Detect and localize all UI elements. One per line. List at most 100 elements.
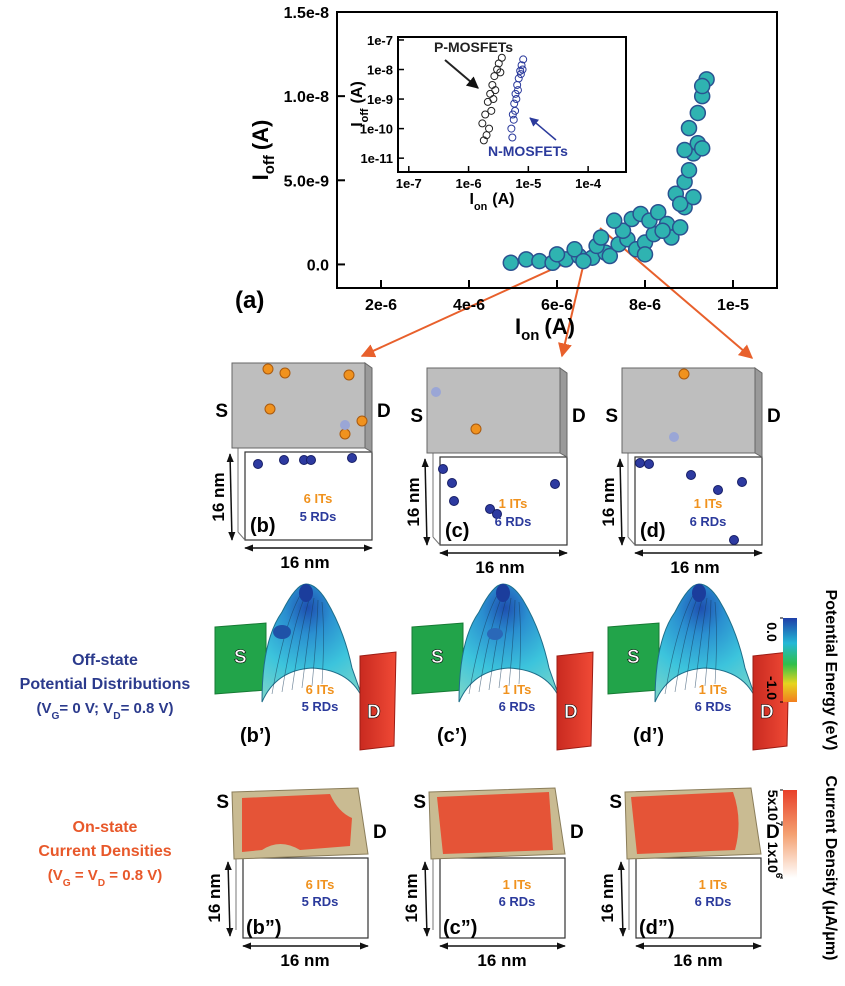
text-part: off xyxy=(261,154,278,174)
random-dopant xyxy=(448,479,457,488)
text-part: = 0.8 V) xyxy=(105,867,162,884)
size-label: 16 nm xyxy=(209,472,228,521)
colorbar-tick-label: 5x107 xyxy=(765,790,784,826)
inset-x-tick-label: 1e-4 xyxy=(575,176,602,191)
dimension-arrow xyxy=(620,459,622,545)
data-point xyxy=(682,163,697,178)
drain-label: D xyxy=(572,406,586,427)
its-count: 1 ITs xyxy=(699,877,728,892)
current-region xyxy=(437,792,553,854)
dimension-arrow xyxy=(230,454,232,540)
panel-label: (d’) xyxy=(633,725,664,747)
text-part: 5x10 xyxy=(765,790,781,821)
random-dopant xyxy=(254,460,263,469)
size-label: 16 nm xyxy=(598,873,617,922)
panel-label: (c”) xyxy=(443,917,477,939)
potential-peak xyxy=(692,584,706,602)
panel-label: (a) xyxy=(235,287,264,314)
size-label: 16 nm xyxy=(599,477,618,526)
potential-peak xyxy=(496,584,510,602)
interface-trap xyxy=(263,364,273,374)
text-part: (A) xyxy=(544,314,575,339)
data-point xyxy=(690,105,705,120)
device-panel: 16 nm16 nmSD(b)6 ITs5 RDs xyxy=(209,363,391,572)
device-edge xyxy=(433,537,440,545)
panel-label: (b”) xyxy=(246,917,282,939)
interface-trap xyxy=(340,429,350,439)
colorbar-title: Potential Energy (eV) xyxy=(822,590,839,751)
its-count: 1 ITs xyxy=(699,682,728,697)
gate-plate-side xyxy=(560,368,567,457)
size-label: 16 nm xyxy=(280,553,329,572)
x-tick-label: 1e-5 xyxy=(717,297,749,314)
text-part: 7 xyxy=(773,821,784,826)
series-annotation: P-MOSFETs xyxy=(434,39,513,55)
row-conditions: (VG= 0 V; VD= 0.8 V) xyxy=(36,700,173,722)
row-title: Potential Distributions xyxy=(20,676,191,693)
dimension-arrow xyxy=(425,459,427,545)
rds-count: 6 RDs xyxy=(499,699,536,714)
random-dopant xyxy=(738,478,747,487)
gate-plate-side xyxy=(755,368,762,457)
current-panel: 16 nm16 nmSD(d”)1 ITs6 RDs xyxy=(598,788,780,970)
gate-plate xyxy=(427,368,560,453)
random-dopant xyxy=(636,459,645,468)
random-dopant xyxy=(280,456,289,465)
source-label: S xyxy=(413,792,426,813)
current-region xyxy=(631,792,739,854)
size-label: 16 nm xyxy=(477,951,526,970)
page: { "chart_data": [ { "type": "scatter", "… xyxy=(0,0,845,986)
source-label: S xyxy=(410,406,423,427)
y-tick-label: 1.5e-8 xyxy=(284,5,329,22)
text-part: 6 xyxy=(773,873,784,878)
panel-label: (d”) xyxy=(639,917,675,939)
inset-y-tick-label: 1e-11 xyxy=(360,151,393,166)
text-part: off xyxy=(359,108,371,122)
drain-label: D xyxy=(564,702,578,723)
random-dopant xyxy=(714,486,723,495)
its-count: 6 ITs xyxy=(306,682,335,697)
potential-panel: SD(c’)1 ITs6 RDs xyxy=(412,584,593,750)
y-tick-label: 1.0e-8 xyxy=(284,89,329,106)
row-title: On-state xyxy=(73,819,138,836)
text-part: 1x10 xyxy=(765,842,781,873)
data-point xyxy=(655,223,670,238)
data-point xyxy=(594,230,609,245)
row-title: Off-state xyxy=(72,652,138,669)
dimension-arrow xyxy=(425,862,427,936)
drain-label: D xyxy=(367,702,381,723)
inset-x-tick-label: 1e-6 xyxy=(456,176,482,191)
text-part: = 0 V; V xyxy=(59,700,113,717)
colorbar-tick-label: 1x106 xyxy=(765,842,784,878)
dimension-arrow xyxy=(621,862,623,936)
source-label: S xyxy=(609,792,622,813)
source-label: S xyxy=(215,401,228,422)
drain-plate xyxy=(360,652,396,750)
rds-count: 6 RDs xyxy=(499,894,536,909)
potential-peak xyxy=(487,628,503,640)
x-tick-label: 6e-6 xyxy=(541,297,573,314)
rds-count: 5 RDs xyxy=(302,699,339,714)
random-dopant xyxy=(551,480,560,489)
dopant-hidden xyxy=(431,387,441,397)
text-part: = 0.8 V) xyxy=(121,700,174,717)
y-tick-label: 5.0e-9 xyxy=(284,173,329,190)
data-point xyxy=(503,255,518,270)
source-label: S xyxy=(216,792,229,813)
text-part: G xyxy=(51,711,59,722)
random-dopant xyxy=(687,471,696,480)
y-axis-label: Ioff(A) xyxy=(248,120,278,181)
source-label: S xyxy=(605,406,618,427)
size-label: 16 nm xyxy=(280,951,329,970)
panel-label: (b’) xyxy=(240,725,271,747)
drain-label: D xyxy=(570,822,584,843)
drain-label: D xyxy=(373,822,387,843)
panel-label: (b) xyxy=(250,515,276,537)
size-label: 16 nm xyxy=(475,558,524,577)
panel-label: (d) xyxy=(640,520,666,542)
gate-plate xyxy=(622,368,755,453)
interface-trap xyxy=(679,369,689,379)
